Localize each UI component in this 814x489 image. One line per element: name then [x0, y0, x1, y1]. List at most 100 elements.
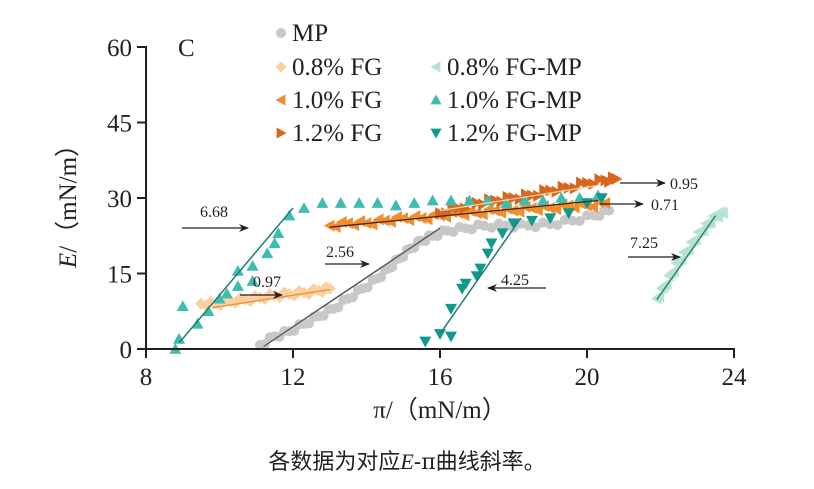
legend-marker-icon	[275, 94, 286, 106]
series-1-2-fg-mp	[419, 193, 608, 348]
data-point	[690, 233, 701, 246]
data-point	[576, 176, 587, 189]
data-point	[333, 302, 344, 313]
data-point	[173, 332, 186, 344]
data-point	[574, 215, 585, 226]
slope-annotation: 2.56	[325, 244, 370, 268]
legend-label: 0.8% FG	[292, 54, 382, 81]
legend-item: 1.2% FG	[276, 120, 382, 147]
y-tick-label: 0	[120, 337, 133, 364]
data-point	[272, 227, 285, 239]
slope-label: 0.95	[670, 176, 698, 193]
data-point	[582, 176, 593, 189]
fit-line-overlay	[212, 288, 330, 309]
y-tick-label: 45	[107, 111, 132, 138]
data-point	[552, 219, 563, 230]
y-tick-label: 30	[107, 186, 132, 213]
ticks: 8 12 16 20 24 0 15 30 45 60	[107, 35, 747, 391]
legend-label: 1.2% FG-MP	[447, 120, 582, 147]
slope-label: 0.97	[253, 274, 281, 291]
x-axis-title: π/（mN/m）	[373, 396, 506, 424]
legend-label: 1.2% FG	[292, 120, 382, 147]
data-point	[213, 292, 226, 304]
data-point	[445, 194, 458, 206]
caption-prefix: 各数据为对应	[268, 450, 401, 475]
data-point	[582, 210, 592, 221]
slope-label: 0.71	[651, 197, 679, 214]
data-point	[445, 331, 458, 343]
data-point	[421, 213, 433, 226]
data-point	[336, 216, 347, 229]
legend-label: 1.0% FG	[292, 87, 382, 114]
data-point	[507, 218, 520, 230]
data-point	[176, 300, 189, 312]
data-point	[323, 282, 336, 295]
legend-marker-icon	[275, 61, 287, 73]
slope-label: 2.56	[326, 244, 354, 261]
legend-item: 1.0% FG-MP	[430, 87, 582, 114]
data-point	[559, 214, 570, 225]
data-point	[569, 182, 581, 195]
data-point	[389, 199, 402, 211]
data-point	[545, 219, 556, 230]
slope-label: 6.68	[200, 204, 228, 221]
data-point	[496, 228, 509, 240]
data-point	[261, 247, 274, 259]
data-point	[697, 224, 709, 237]
data-point	[371, 197, 384, 208]
data-point	[514, 193, 526, 206]
data-point	[459, 202, 471, 215]
data-point	[246, 259, 259, 271]
slope-annotation: 0.95	[620, 176, 698, 193]
data-point	[220, 287, 233, 299]
fit-line-overlay	[439, 217, 522, 335]
data-point	[463, 194, 476, 206]
data-point	[426, 194, 439, 206]
legend-label: 1.0% FG-MP	[447, 87, 582, 114]
data-point	[557, 180, 569, 193]
y-axis-title-italic: E	[55, 253, 82, 269]
data-point	[599, 197, 611, 210]
legend: MP 0.8% FG 1.0% FG 1.2% FG 0.8% FG-MP 1.0% FG…	[275, 20, 582, 147]
data-point	[562, 208, 575, 220]
legend-label: MP	[292, 20, 328, 47]
data-point	[419, 336, 432, 348]
fit-line-overlay	[263, 227, 441, 348]
data-point	[231, 280, 244, 291]
data-point	[716, 207, 728, 220]
data-point	[660, 277, 672, 290]
series-mp	[254, 205, 615, 350]
data-points	[169, 171, 728, 354]
data-point	[604, 205, 615, 216]
data-point	[348, 292, 359, 303]
slope-annotation: 7.25	[628, 235, 681, 261]
legend-marker-icon	[430, 94, 442, 105]
figure-caption: 各数据为对应E-π曲线斜率。	[0, 444, 814, 476]
fit-line-overlay	[439, 184, 599, 212]
data-point	[587, 200, 598, 213]
y-tick-label: 60	[107, 35, 132, 62]
data-point	[246, 275, 259, 286]
y-tick-label: 15	[107, 262, 132, 289]
x-tick-label: 12	[281, 364, 306, 391]
legend-marker-icon	[430, 128, 442, 139]
x-tick-label: 20	[575, 364, 600, 391]
legend-item: 0.8% FG-MP	[430, 54, 582, 81]
slope-annotation: 4.25	[487, 272, 546, 292]
data-point	[539, 184, 551, 197]
panel-label: C	[178, 35, 195, 62]
data-point	[594, 173, 606, 186]
slope-annotation: 6.68	[182, 204, 249, 232]
slope-annotation: 0.71	[600, 197, 679, 214]
data-point	[316, 197, 329, 208]
data-point	[268, 237, 281, 249]
legend-marker-icon	[276, 28, 286, 38]
caption-italic: E	[400, 449, 414, 474]
y-axis-title-unit: /（mN/m）	[54, 132, 82, 253]
data-point	[533, 189, 544, 202]
caption-suffix: -π曲线斜率。	[413, 450, 546, 475]
data-point	[202, 305, 215, 317]
slope-label: 4.25	[501, 272, 529, 289]
data-point	[518, 194, 531, 206]
